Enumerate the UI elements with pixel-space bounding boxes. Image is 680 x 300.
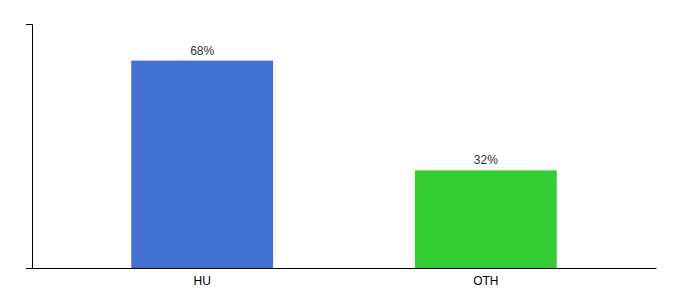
y-axis — [26, 25, 33, 269]
x-tick: OTH — [473, 274, 498, 288]
bars — [131, 61, 556, 268]
data-labels: 68% 32% — [190, 44, 498, 168]
plot-area: HU OTH 68% 32% — [26, 25, 657, 288]
y-axis-line — [26, 25, 33, 269]
data-label: 68% — [190, 44, 214, 58]
bar — [415, 170, 557, 268]
data-label: 32% — [474, 153, 498, 167]
bar — [131, 61, 273, 268]
x-axis-line — [33, 268, 657, 269]
x-tick: HU — [194, 274, 211, 288]
x-axis: HU OTH — [33, 269, 657, 288]
x-tick-label: OTH — [473, 274, 498, 288]
chart: HU OTH 68% 32% — [0, 0, 680, 300]
x-tick-label: HU — [194, 274, 211, 288]
